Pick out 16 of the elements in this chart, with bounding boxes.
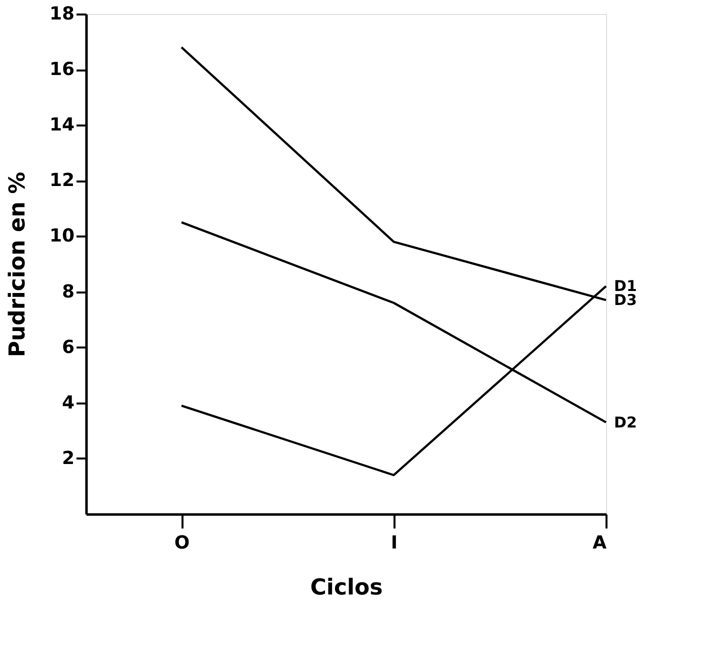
y-tick-label: 18 [49,4,74,24]
y-tick-label: 6 [62,336,74,358]
y-tick-label: 16 [49,59,74,80]
y-tick-label: 8 [62,281,74,302]
y-tick-label: 12 [49,170,74,192]
y-tick-label: 4 [62,392,74,414]
series-label: D3 [614,291,637,310]
y-axis-title: Pudricion en % [5,172,30,358]
x-axis-title: Ciclos [310,576,383,600]
x-tick-label: A [592,532,607,554]
y-tick-label: 14 [49,114,74,136]
x-tick-label: O [174,532,190,554]
series-label: D2 [614,413,637,432]
x-tick-label: I [390,532,398,554]
y-tick-label: 2 [62,448,74,469]
y-tick-label: 10 [49,226,74,247]
